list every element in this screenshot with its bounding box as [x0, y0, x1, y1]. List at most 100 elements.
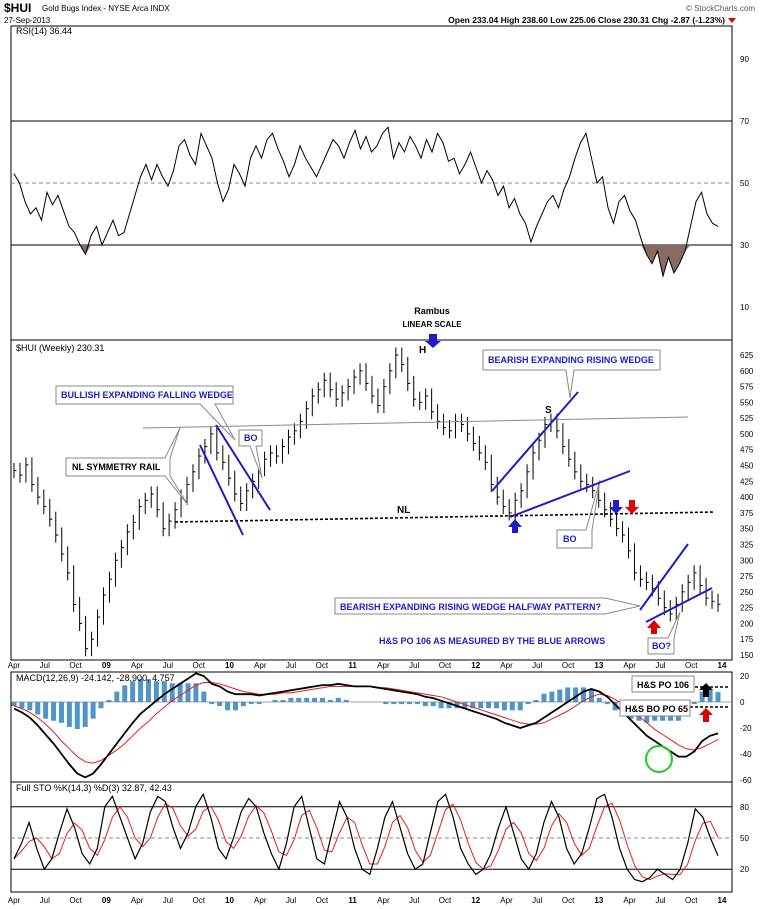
- macd-histogram-bar: [114, 691, 120, 702]
- x-tick-label: Oct: [69, 661, 82, 670]
- y-tick-label: 225: [740, 604, 754, 613]
- y-tick-label: 150: [740, 651, 754, 660]
- x-tick-label: Oct: [69, 896, 82, 905]
- macd-histogram-bar: [272, 699, 278, 702]
- rsi-layer: [13, 126, 719, 278]
- x-tick-label: Jul: [409, 661, 419, 670]
- callout-nl-rail: [65, 427, 189, 506]
- chart-symbol: $HUI: [4, 1, 31, 15]
- macd-histogram-bar: [509, 702, 515, 711]
- rsi-line: [13, 126, 719, 278]
- half-wedge-upper: [639, 543, 689, 611]
- x-tick-label: Jul: [655, 661, 665, 670]
- x-tick-label: Jul: [163, 896, 173, 905]
- macd-histogram-bar: [130, 681, 136, 702]
- x-tick-label: 12: [471, 661, 480, 670]
- y-tick-label: 525: [740, 414, 754, 423]
- macd-histogram-bar: [486, 702, 492, 709]
- macd-histogram-bar: [407, 702, 413, 705]
- macd-histogram-bar: [35, 702, 41, 715]
- x-tick-label: 11: [348, 896, 357, 905]
- callout-halfway: [334, 597, 641, 615]
- x-tick-label: 10: [225, 661, 234, 670]
- x-tick-label: 12: [471, 896, 480, 905]
- x-tick-label: Apr: [254, 896, 267, 905]
- macd-histogram-bar: [699, 691, 705, 702]
- bear-wedge-lower: [509, 470, 631, 518]
- macd-histogram-bar: [177, 683, 183, 702]
- y-tick-label: 450: [740, 462, 754, 471]
- macd-histogram-bar: [11, 702, 17, 707]
- hs-bo-po-box: [619, 699, 691, 717]
- x-tick-label: 09: [102, 661, 111, 670]
- y-tick-label: 425: [740, 477, 754, 486]
- macd-legend: MACD(12,26,9) -24.142, -28.900, 4.757: [16, 673, 175, 683]
- macd-histogram-bar: [19, 702, 25, 709]
- x-tick-label: Jul: [655, 896, 665, 905]
- macd-histogram-bar: [256, 702, 262, 705]
- macd-histogram-bar: [573, 687, 579, 702]
- macd-histogram-bar: [51, 702, 57, 721]
- macd-histogram-bar: [343, 699, 349, 702]
- macd-histogram-bar: [304, 697, 310, 702]
- macd-histogram-bar: [201, 691, 207, 702]
- macd-histogram-bar: [359, 702, 365, 703]
- x-tick-label: Oct: [562, 661, 575, 670]
- macd-histogram-bar: [209, 702, 215, 705]
- half-wedge-lower: [645, 587, 713, 623]
- y-tick-label: 50: [740, 179, 749, 188]
- macd-histogram-bar: [288, 697, 294, 702]
- annotations-layer: Rambus LINEAR SCALE H S S NL BULLISH EXP…: [55, 306, 716, 655]
- anno-right-shoulder: S: [545, 405, 552, 416]
- red-arrow-bottom-icon: [647, 620, 661, 634]
- hs-po-box: [631, 675, 695, 693]
- x-tick-label: 10: [225, 896, 234, 905]
- x-tick-label: Apr: [623, 661, 636, 670]
- macd-histogram-bar: [470, 702, 476, 709]
- x-tick-label: Oct: [316, 896, 329, 905]
- callout-bo-left: [238, 429, 263, 479]
- macd-histogram-bar: [27, 702, 33, 711]
- bull-wedge-upper: [215, 424, 271, 511]
- anno-neckline-label: NL: [397, 505, 410, 516]
- macd-histogram-bar: [43, 702, 49, 719]
- y-tick-label: 10: [740, 303, 749, 312]
- macd-histogram-bar: [98, 702, 104, 709]
- anno-bearish-wedge: BEARISH EXPANDING RISING WEDGE: [488, 355, 654, 365]
- macd-histogram-bar: [533, 699, 539, 702]
- x-tick-label: 11: [348, 661, 357, 670]
- macd-histogram-bar: [707, 689, 713, 702]
- y-tick-label: -20: [740, 724, 752, 733]
- y-tick-label: 175: [740, 635, 754, 644]
- macd-histogram-bar: [596, 697, 602, 702]
- macd-histogram-bar: [517, 702, 523, 711]
- x-tick-label: 14: [718, 896, 727, 905]
- anno-price-objective: H&S PO 106 AS MEASURED BY THE BLUE ARROW…: [379, 636, 605, 646]
- x-tick-label: Apr: [500, 896, 513, 905]
- macd-histogram-bar: [296, 697, 302, 702]
- x-tick-label: Jul: [286, 896, 296, 905]
- macd-panel: [10, 671, 733, 783]
- macd-histogram-bar: [525, 702, 531, 705]
- chart-quote: Open 233.04 High 238.60 Low 225.06 Close…: [448, 15, 725, 25]
- y-tick-label: 250: [740, 588, 754, 597]
- y-tick-label: 400: [740, 493, 754, 502]
- rsi-oversold-fill: [14, 245, 718, 276]
- macd-histogram-bar: [319, 697, 325, 702]
- anno-halfway: BEARISH EXPANDING RISING WEDGE HALFWAY P…: [340, 602, 601, 612]
- y-tick-label: 20: [740, 672, 749, 681]
- x-tick-label: Apr: [131, 661, 144, 670]
- macd-histogram-bar: [565, 687, 571, 702]
- macd-histogram-bar: [478, 702, 484, 709]
- bear-wedge-upper: [491, 391, 579, 492]
- x-tick-label: Apr: [377, 896, 390, 905]
- blue-arrow-nl-left-icon: [508, 519, 522, 533]
- y-tick-label: 275: [740, 572, 754, 581]
- callout-bo-q: [647, 611, 681, 655]
- anno-bullish-wedge: BULLISH EXPANDING FALLING WEDGE: [61, 390, 233, 400]
- chart-copyright: © StockCharts.com: [686, 4, 755, 13]
- macd-histogram-bar: [138, 679, 144, 702]
- x-tick-label: Jul: [409, 896, 419, 905]
- macd-histogram-bar: [280, 699, 286, 702]
- y-tick-label: 350: [740, 525, 754, 534]
